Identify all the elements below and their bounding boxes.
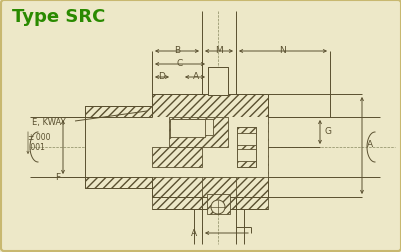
Bar xyxy=(152,94,267,197)
Bar xyxy=(207,194,229,214)
Bar xyxy=(168,117,227,147)
Text: G: G xyxy=(324,127,331,136)
Text: ± 000: ± 000 xyxy=(28,133,51,142)
Text: A: A xyxy=(366,139,372,148)
Bar xyxy=(85,117,152,177)
Bar xyxy=(237,149,255,161)
Text: E, KWAY: E, KWAY xyxy=(32,117,65,126)
Text: A: A xyxy=(190,229,196,238)
Text: Type SRC: Type SRC xyxy=(12,8,105,26)
Text: M: M xyxy=(215,46,222,55)
Text: B: B xyxy=(174,46,180,55)
Bar xyxy=(170,119,205,137)
Bar xyxy=(152,177,267,209)
Bar xyxy=(237,128,255,167)
Bar xyxy=(152,147,201,167)
Bar xyxy=(201,177,235,209)
Bar xyxy=(174,119,213,136)
Text: F: F xyxy=(55,173,60,182)
Text: N: N xyxy=(279,46,286,55)
Text: .001: .001 xyxy=(28,143,45,152)
Bar xyxy=(207,68,227,96)
Circle shape xyxy=(211,200,225,214)
Text: A: A xyxy=(192,72,198,81)
Text: D: D xyxy=(158,72,165,81)
Bar xyxy=(85,107,152,188)
Bar xyxy=(152,117,267,177)
Bar xyxy=(237,134,255,145)
Text: C: C xyxy=(176,59,183,68)
